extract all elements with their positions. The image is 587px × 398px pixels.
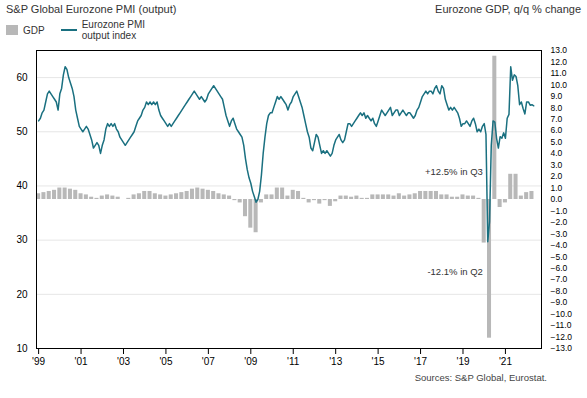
svg-text:'19: '19 [456, 356, 469, 367]
svg-text:13.0: 13.0 [551, 45, 568, 55]
svg-text:−11.0: −11.0 [551, 320, 572, 330]
svg-text:−1.0: −1.0 [551, 206, 568, 216]
svg-text:−13.0: −13.0 [551, 343, 573, 353]
svg-text:'03: '03 [117, 356, 130, 367]
svg-text:'15: '15 [372, 356, 385, 367]
svg-text:6.0: 6.0 [551, 125, 563, 135]
svg-text:'07: '07 [202, 356, 215, 367]
svg-text:+12.5% in Q3: +12.5% in Q3 [425, 166, 483, 177]
html-text:S&P Global Eurozone PMI (outpu: S&P Global Eurozone PMI (output) [6, 3, 177, 15]
svg-text:'05: '05 [159, 356, 172, 367]
svg-text:10.0: 10.0 [551, 80, 568, 90]
html-text:GDP: GDP [23, 24, 45, 36]
svg-text:7.0: 7.0 [551, 114, 563, 124]
svg-text:12.0: 12.0 [551, 57, 568, 67]
svg-text:'21: '21 [499, 356, 512, 367]
svg-text:'09: '09 [244, 356, 257, 367]
svg-text:−5.0: −5.0 [551, 252, 568, 262]
svg-text:-12.1% in Q2: -12.1% in Q2 [427, 266, 482, 277]
svg-text:20: 20 [16, 289, 28, 300]
svg-text:'99: '99 [32, 356, 45, 367]
svg-text:9.0: 9.0 [551, 91, 563, 101]
svg-text:2.0: 2.0 [551, 171, 563, 181]
svg-text:−12.0: −12.0 [551, 332, 573, 342]
svg-text:'17: '17 [414, 356, 427, 367]
svg-text:−9.0: −9.0 [551, 297, 568, 307]
svg-text:−4.0: −4.0 [551, 240, 568, 250]
svg-text:4.0: 4.0 [551, 148, 563, 158]
svg-text:−10.0: −10.0 [551, 309, 573, 319]
svg-text:−7.0: −7.0 [551, 274, 568, 284]
svg-text:'11: '11 [287, 356, 300, 367]
svg-text:10: 10 [16, 343, 28, 354]
svg-text:'01: '01 [75, 356, 88, 367]
svg-text:1.0: 1.0 [551, 183, 563, 193]
svg-text:60: 60 [16, 72, 28, 83]
svg-text:11.0: 11.0 [551, 68, 567, 78]
svg-text:'13: '13 [329, 356, 342, 367]
svg-text:3.0: 3.0 [551, 160, 563, 170]
svg-text:−8.0: −8.0 [551, 286, 568, 296]
svg-text:5.0: 5.0 [551, 137, 563, 147]
svg-text:8.0: 8.0 [551, 103, 563, 113]
svg-text:40: 40 [16, 180, 28, 191]
svg-text:0.0: 0.0 [551, 194, 563, 204]
svg-text:−2.0: −2.0 [551, 217, 568, 227]
html-text:Sources: S&P Global, Eurostat.: Sources: S&P Global, Eurostat. [414, 372, 547, 383]
svg-text:50: 50 [16, 126, 28, 137]
svg-text:30: 30 [16, 234, 28, 245]
svg-text:−6.0: −6.0 [551, 263, 568, 273]
html-text:Eurozone GDP, q/q % change: Eurozone GDP, q/q % change [435, 3, 581, 15]
svg-text:−3.0: −3.0 [551, 229, 568, 239]
html-text:Eurozone PMI output index: Eurozone PMI output index [81, 19, 145, 41]
